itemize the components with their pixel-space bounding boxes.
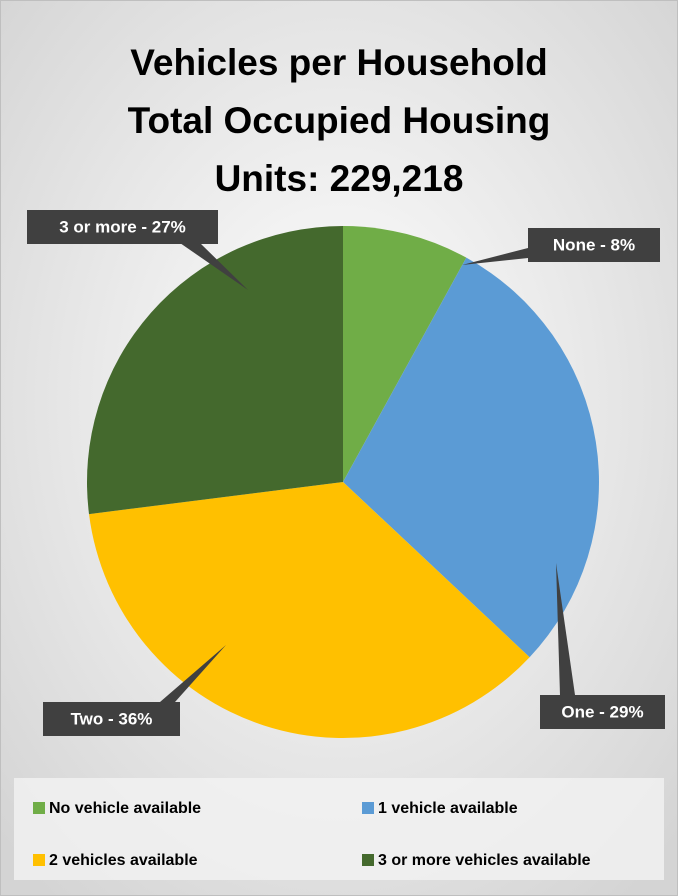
- callout-pointer: [462, 248, 528, 265]
- data-label-box: [43, 702, 180, 736]
- chart-title: Vehicles per Household: [130, 42, 547, 83]
- callout-pointer: [160, 645, 226, 702]
- data-label-box: [27, 210, 218, 244]
- legend-swatch: [33, 854, 45, 866]
- chart-title: Units: 229,218: [215, 158, 464, 199]
- pie-slice: [343, 257, 600, 658]
- legend-box: [14, 778, 664, 880]
- data-label: Two - 36%: [71, 709, 153, 728]
- pie-slice: [86, 226, 343, 515]
- data-label: None - 8%: [553, 235, 635, 254]
- legend-label: 2 vehicles available: [49, 852, 198, 869]
- data-label-box: [540, 695, 665, 729]
- legend-swatch: [362, 854, 374, 866]
- legend-swatch: [362, 802, 374, 814]
- legend-label: 3 or more vehicles available: [378, 852, 591, 869]
- legend-swatch: [33, 802, 45, 814]
- legend-label: 1 vehicle available: [378, 800, 518, 817]
- data-label-box: [528, 228, 660, 262]
- callout-pointer: [556, 563, 575, 695]
- data-label: One - 29%: [561, 702, 643, 721]
- pie-slice: [343, 226, 467, 482]
- legend-label: No vehicle available: [49, 800, 201, 817]
- callout-pointer: [180, 243, 248, 290]
- data-label: 3 or more - 27%: [59, 217, 186, 236]
- chart-title: Total Occupied Housing: [128, 100, 551, 141]
